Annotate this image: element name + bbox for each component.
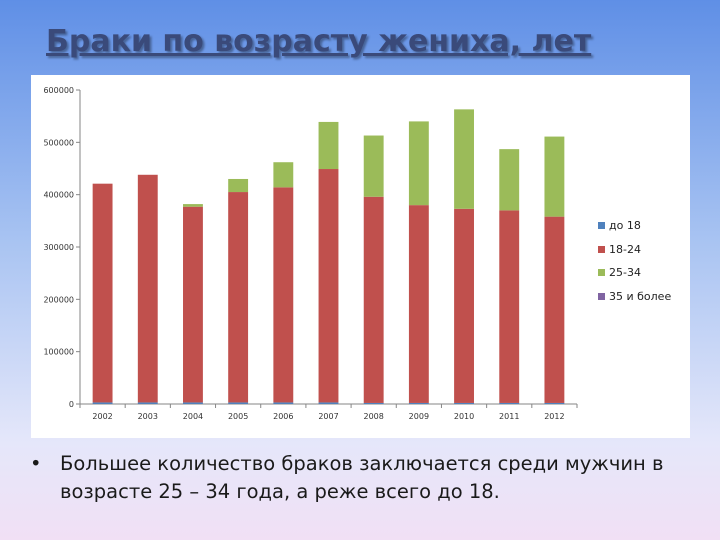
legend-item: до 18	[598, 214, 688, 238]
bar-segment	[92, 183, 113, 403]
bar-segment	[499, 210, 520, 403]
bar-segment	[499, 149, 520, 211]
x-tick-label: 2003	[138, 412, 158, 421]
bar-segment	[454, 208, 474, 403]
bar-segment	[273, 162, 294, 188]
legend-item: 18-24	[598, 238, 688, 262]
bar-segment	[363, 135, 384, 197]
bar-segment	[183, 204, 203, 207]
y-tick-label: 200000	[43, 295, 74, 304]
bar-segment	[273, 187, 294, 403]
bar-segment	[273, 402, 294, 404]
y-tick-label: 600000	[43, 86, 74, 95]
bar-segment	[318, 402, 339, 404]
x-tick-label: 2002	[92, 412, 112, 421]
bar-segment	[408, 205, 429, 403]
y-tick-label: 300000	[43, 243, 74, 252]
y-tick-label: 0	[69, 400, 74, 409]
x-tick-label: 2008	[364, 412, 384, 421]
legend-item: 35 и более	[598, 285, 688, 309]
bar-segment	[363, 402, 384, 404]
bars	[92, 109, 565, 404]
bar-segment	[92, 402, 113, 404]
bar-segment	[408, 402, 429, 404]
bar-segment	[318, 121, 339, 170]
y-axis: 0 100000 200000 300000 400000 500000 600000	[43, 86, 81, 409]
legend-swatch	[598, 245, 605, 253]
bar-segment	[228, 192, 249, 403]
bar-segment	[183, 206, 203, 403]
stacked-bar-chart: 0 100000 200000 300000 400000 500000 600000 20…	[43, 86, 578, 421]
legend-item: 25-34	[598, 261, 688, 285]
x-axis: 2002 2003 2004 2005 2006 2007 2008 2009 2010 2011…	[79, 403, 578, 421]
x-tick-label: 2006	[273, 412, 293, 421]
x-tick-label: 2010	[454, 412, 474, 421]
legend-swatch	[598, 222, 605, 230]
x-tick-label: 2011	[499, 412, 519, 421]
bullet-text: Большее количество браков заключается ср…	[60, 452, 664, 503]
legend-swatch	[598, 269, 605, 277]
legend-label: 25-34	[609, 266, 641, 280]
bullet-point: • Большее количество браков заключается …	[30, 450, 700, 506]
x-tick-label: 2012	[544, 412, 564, 421]
bar-segment	[544, 216, 565, 403]
bar-segment	[183, 402, 203, 404]
bar-segment	[318, 169, 339, 403]
y-tick-label: 100000	[43, 348, 74, 357]
legend-label: 35 и более	[609, 289, 672, 303]
bar-segment	[363, 196, 384, 403]
slide-title: Браки по возрасту жениха, лет	[46, 24, 592, 59]
bar-segment	[499, 402, 520, 404]
bar-segment	[544, 402, 565, 404]
y-tick-label: 400000	[43, 191, 74, 200]
bullet-dot: •	[30, 452, 42, 475]
bar-segment	[408, 121, 429, 206]
x-tick-label: 2005	[228, 412, 248, 421]
chart-area: 0 100000 200000 300000 400000 500000 600000 20…	[31, 75, 690, 438]
bar-segment	[544, 136, 565, 217]
bar-segment	[454, 109, 474, 209]
x-tick-label: 2009	[409, 412, 429, 421]
bar-segment	[228, 402, 249, 404]
bar-segment	[454, 402, 474, 404]
x-tick-label: 2007	[318, 412, 338, 421]
bar-segment	[137, 174, 158, 403]
x-tick-label: 2004	[183, 412, 203, 421]
bar-segment	[137, 402, 158, 404]
legend-label: 18-24	[609, 242, 641, 256]
legend: до 18 18-24 25-34 35 и более	[598, 214, 688, 308]
legend-label: до 18	[609, 219, 641, 233]
y-tick-label: 500000	[43, 138, 74, 147]
legend-swatch	[598, 292, 605, 300]
bar-segment	[228, 178, 249, 193]
